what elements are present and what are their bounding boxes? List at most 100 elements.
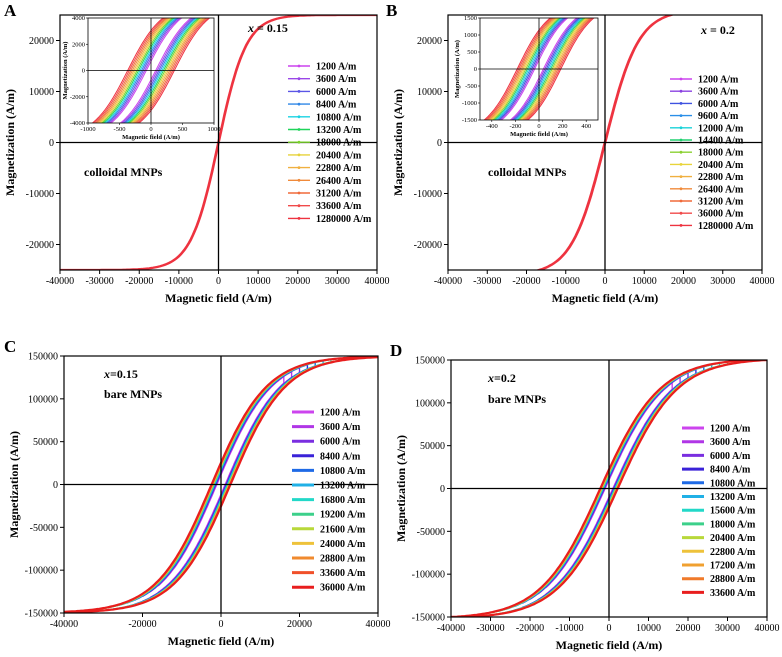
series-curve-12 bbox=[451, 360, 767, 617]
legend-label: 12000 A/m bbox=[698, 123, 744, 134]
legend-label: 16800 A/m bbox=[320, 495, 366, 506]
legend-marker bbox=[297, 153, 301, 157]
x-tick-label: 20000 bbox=[285, 276, 310, 287]
composition-value: =0.2 bbox=[494, 371, 516, 385]
composition-label: x = 0.2 bbox=[700, 23, 735, 37]
composition-label: x=0.15 bbox=[103, 367, 138, 381]
y-tick-label: -10000 bbox=[414, 189, 442, 200]
x-tick-label: -10000 bbox=[552, 276, 580, 287]
legend-label: 8400 A/m bbox=[320, 451, 361, 462]
x-tick-label: -40000 bbox=[50, 619, 78, 630]
y-tick-label: 150000 bbox=[415, 356, 445, 367]
inset-curve-7 bbox=[490, 18, 588, 120]
legend-label: 13200 A/m bbox=[316, 125, 362, 136]
legend-label: 22800 A/m bbox=[698, 172, 744, 183]
x-tick-label: 0 bbox=[216, 276, 221, 287]
legend-marker bbox=[679, 126, 683, 130]
inset-curve-3 bbox=[496, 18, 582, 120]
inset-curve-12 bbox=[91, 18, 211, 123]
inset-x-tick-label: -500 bbox=[114, 126, 126, 133]
inset-curve-10 bbox=[94, 18, 208, 123]
legend-label: 26400 A/m bbox=[316, 176, 362, 187]
legend-label: 24000 A/m bbox=[320, 539, 366, 550]
composition-value: = 0.15 bbox=[254, 21, 288, 35]
inset: -400 -200 0 200 400 -1500 -1000 -500 0 500 1000 150… bbox=[454, 15, 599, 138]
x-tick-label: 40000 bbox=[755, 623, 780, 634]
panel-letter: B bbox=[386, 1, 397, 20]
legend-marker bbox=[297, 204, 301, 208]
x-tick-label: -30000 bbox=[85, 276, 113, 287]
inset-curve-10 bbox=[486, 18, 592, 120]
inset-y-tick-label: 1000 bbox=[464, 32, 477, 39]
legend-label: 6000 A/m bbox=[320, 437, 361, 448]
legend-marker bbox=[679, 102, 683, 105]
x-tick-label: -40000 bbox=[437, 623, 465, 634]
series-curve-12 bbox=[60, 15, 377, 270]
y-axis-label: Magnetization (A/m) bbox=[391, 89, 405, 196]
x-tick-label: 0 bbox=[603, 276, 608, 287]
curves bbox=[451, 360, 767, 617]
y-tick-label: 0 bbox=[49, 138, 54, 149]
y-tick-label: -10000 bbox=[26, 189, 54, 200]
x-axis-label: Magnetic field (A/m) bbox=[556, 638, 663, 652]
inset-x-tick-label: 500 bbox=[178, 126, 188, 133]
inset-x-tick-label: 0 bbox=[537, 123, 540, 130]
legend-label: 15600 A/m bbox=[710, 506, 756, 517]
series-curve-12 bbox=[64, 356, 378, 613]
inset-y-tick-label: 1500 bbox=[464, 15, 477, 22]
inset-y-tick-label: -2000 bbox=[70, 94, 85, 101]
y-axis-label: Magnetization (A/m) bbox=[3, 89, 17, 196]
panel-A: -40000 -30000 -20000 -10000 0 10000 20000 30000… bbox=[3, 1, 390, 305]
x-tick-label: -40000 bbox=[434, 276, 462, 287]
inset-curve-9 bbox=[487, 18, 591, 120]
legend-marker bbox=[679, 187, 683, 191]
composition-var: x bbox=[700, 23, 707, 37]
legend-label: 3600 A/m bbox=[320, 422, 361, 433]
series-curve-12 bbox=[534, 15, 676, 270]
inset-curve-6 bbox=[491, 18, 587, 120]
legend-label: 33600 A/m bbox=[320, 568, 366, 579]
inset-curve-7 bbox=[99, 18, 203, 123]
inset-curve-12 bbox=[483, 18, 595, 120]
panel-C: -40000 -20000 0 20000 40000 -150000 -100000 -50… bbox=[4, 337, 391, 648]
inset-curve-2 bbox=[107, 18, 195, 123]
composition-label: x=0.2 bbox=[487, 371, 516, 385]
curves bbox=[64, 356, 378, 613]
legend-label: 3600 A/m bbox=[710, 437, 751, 448]
y-axis-label: Magnetization (A/m) bbox=[394, 435, 408, 542]
legend-marker bbox=[297, 178, 301, 182]
legend-marker bbox=[679, 211, 683, 215]
legend-label: 10800 A/m bbox=[710, 478, 756, 489]
legend-label: 13200 A/m bbox=[320, 481, 366, 492]
inset-x-label: Magnetic field (A/m) bbox=[122, 134, 180, 141]
legend-marker bbox=[297, 128, 301, 131]
x-tick-label: -30000 bbox=[473, 276, 501, 287]
legend-marker bbox=[679, 138, 683, 142]
x-tick-label: 10000 bbox=[636, 623, 661, 634]
y-tick-label: -150000 bbox=[25, 609, 58, 620]
y-tick-label: 10000 bbox=[29, 87, 54, 98]
legend-label: 1280000 A/m bbox=[698, 221, 754, 232]
legend-label: 3600 A/m bbox=[316, 74, 357, 85]
x-tick-label: -40000 bbox=[46, 276, 74, 287]
inset-curve-6 bbox=[100, 18, 202, 123]
legend-label: 22800 A/m bbox=[710, 547, 756, 558]
legend-marker bbox=[679, 163, 683, 166]
legend-marker bbox=[679, 114, 683, 117]
y-tick-label: 50000 bbox=[33, 437, 58, 448]
legend-label: 21600 A/m bbox=[320, 524, 366, 535]
inset-y-tick-label: -500 bbox=[465, 83, 477, 90]
x-tick-label: 20000 bbox=[671, 276, 696, 287]
inset-y-tick-label: -1500 bbox=[462, 117, 477, 124]
inset-x-label: Magnetic field (A/m) bbox=[510, 131, 568, 138]
y-tick-label: 0 bbox=[437, 138, 442, 149]
legend-marker bbox=[297, 64, 301, 68]
y-tick-label: 20000 bbox=[29, 36, 54, 47]
legend-label: 33600 A/m bbox=[710, 588, 756, 599]
legend-label: 33600 A/m bbox=[316, 201, 362, 212]
legend-marker bbox=[297, 191, 301, 195]
